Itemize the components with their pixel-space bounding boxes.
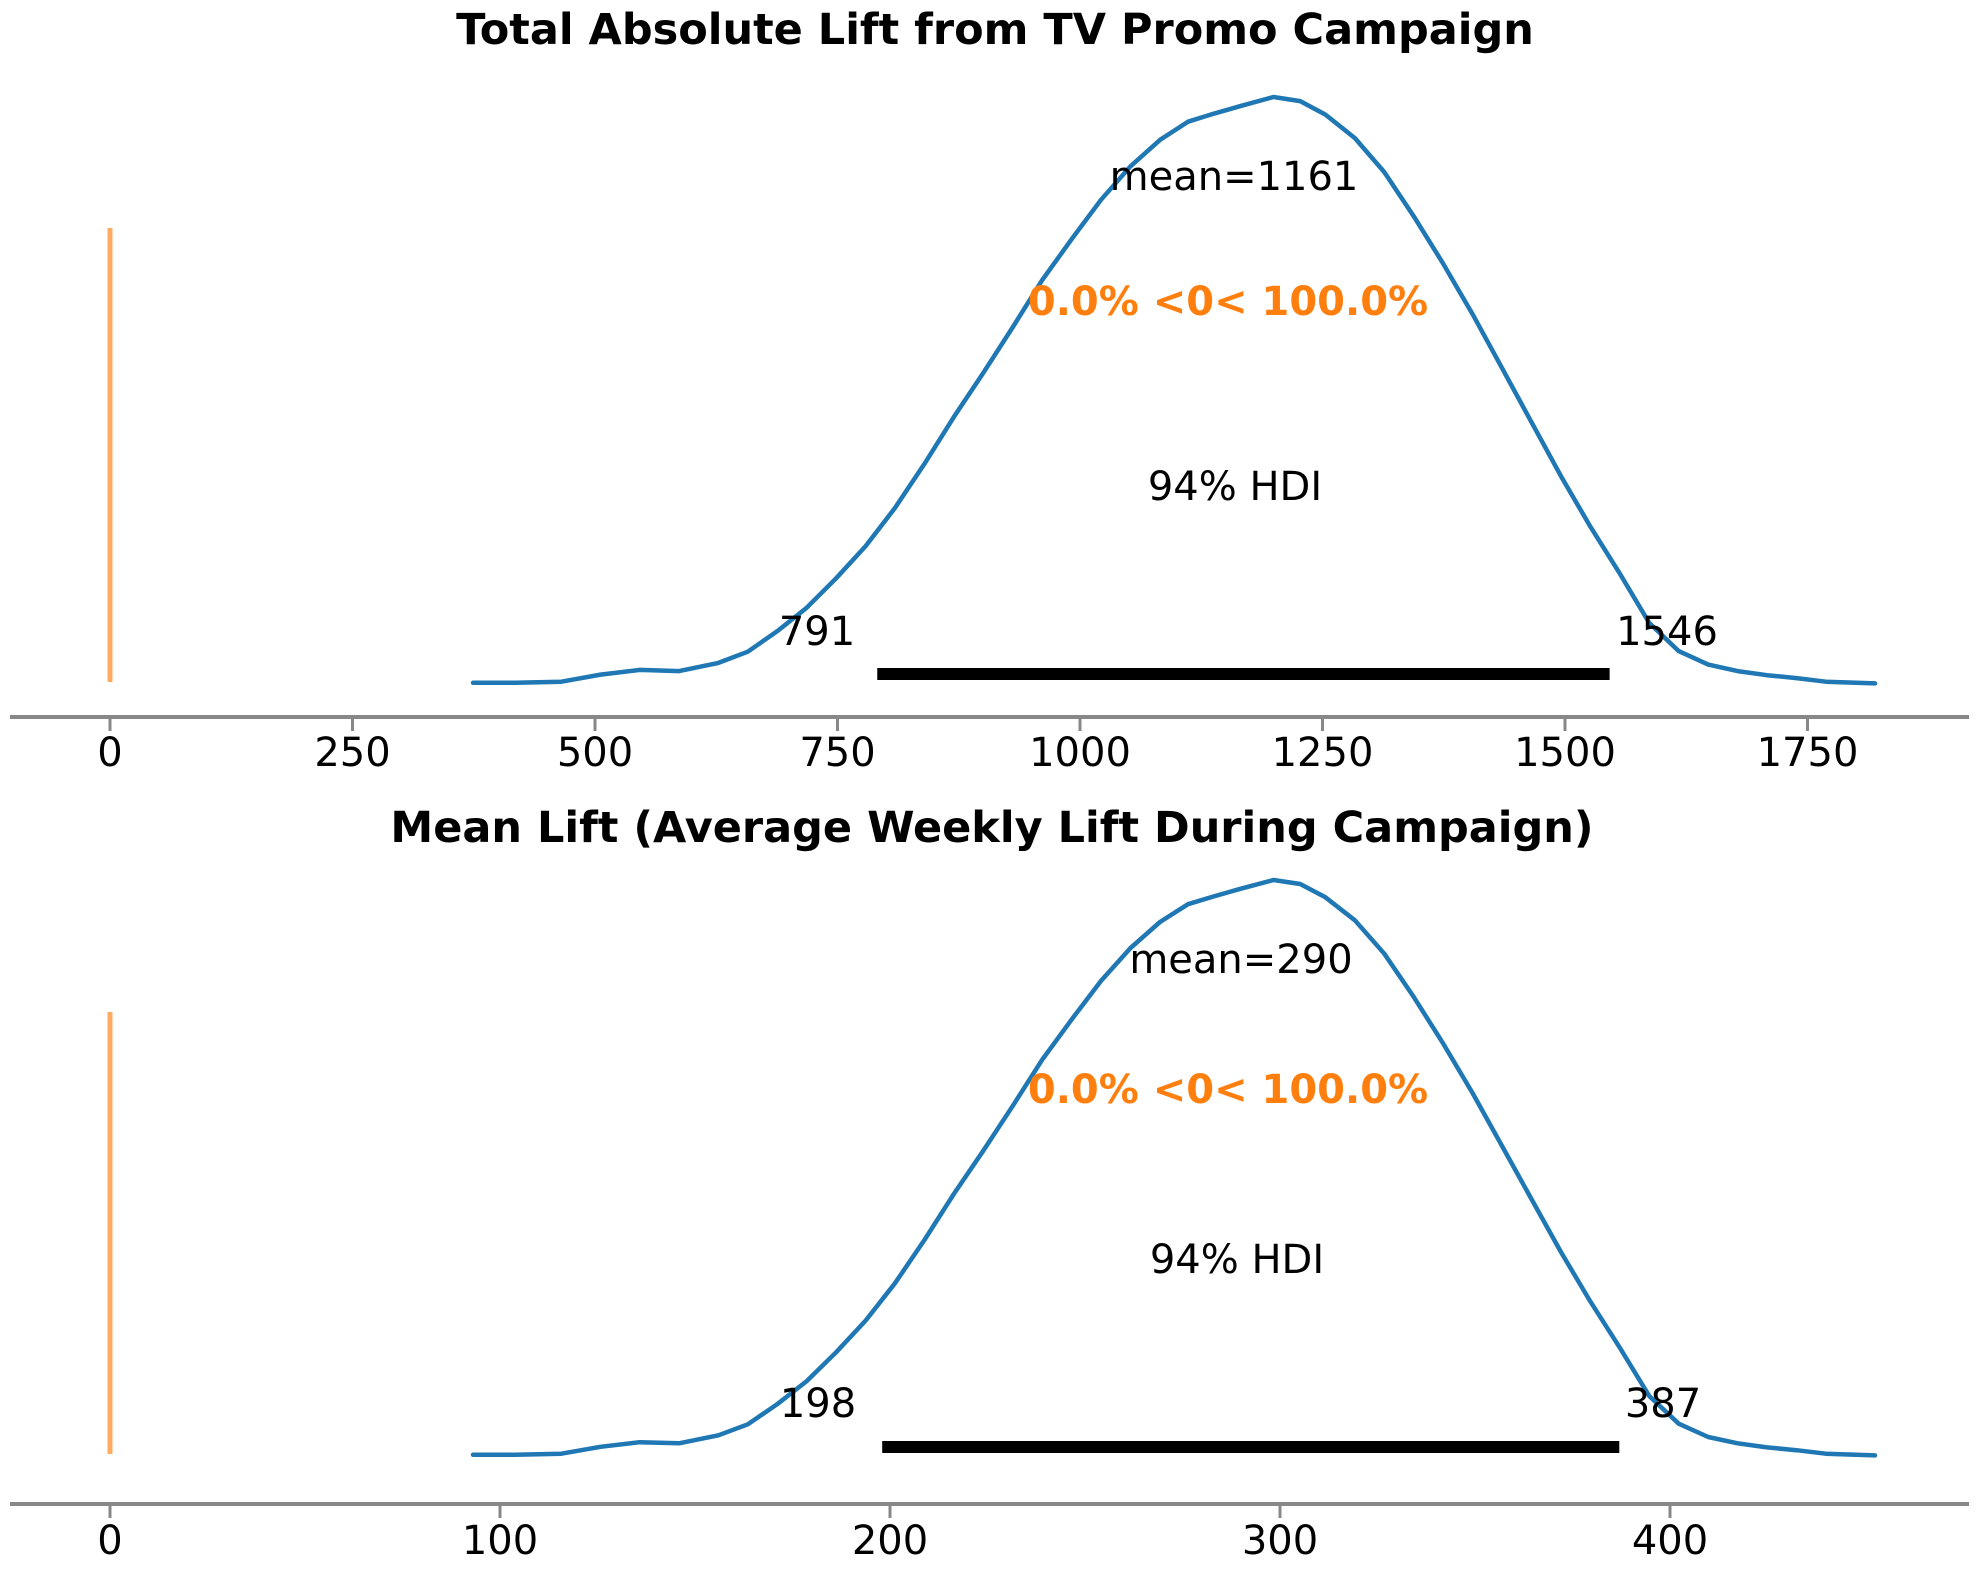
x-tick-label: 500 <box>556 730 634 776</box>
subplot-title: Mean Lift (Average Weekly Lift During Ca… <box>390 803 1594 853</box>
x-tick-label: 0 <box>97 730 123 776</box>
x-tick-label: 100 <box>461 1518 539 1564</box>
density-curve <box>470 877 1878 1458</box>
hdi-upper-value: 1546 <box>1616 609 1718 655</box>
ref-value-interval-label: 0.0% <0< 100.0% <box>1027 1067 1429 1113</box>
x-tick-label: 1000 <box>1029 730 1131 776</box>
mean-label: mean=290 <box>1129 937 1353 983</box>
x-tick-label: 1500 <box>1514 730 1616 776</box>
x-tick-label: 250 <box>314 730 391 776</box>
x-tick-label: 750 <box>799 730 876 776</box>
hdi-label: 94% HDI <box>1149 1237 1325 1283</box>
mean-label: mean=1161 <box>1109 154 1359 200</box>
x-tick-label: 300 <box>1241 1518 1319 1564</box>
hdi-upper-value: 387 <box>1624 1381 1702 1427</box>
density-curve <box>470 94 1878 686</box>
hdi-label: 94% HDI <box>1147 464 1323 510</box>
x-tick-label: 200 <box>851 1518 929 1564</box>
x-tick-label: 400 <box>1631 1518 1709 1564</box>
x-tick-label: 1250 <box>1271 730 1374 776</box>
x-tick-label: 0 <box>97 1518 123 1564</box>
hdi-lower-value: 791 <box>778 609 856 655</box>
hdi-lower-value: 198 <box>779 1381 857 1427</box>
ref-value-interval-label: 0.0% <0< 100.0% <box>1027 279 1429 325</box>
subplot-title: Total Absolute Lift from TV Promo Campai… <box>456 5 1534 55</box>
x-tick-label: 1750 <box>1756 730 1859 776</box>
